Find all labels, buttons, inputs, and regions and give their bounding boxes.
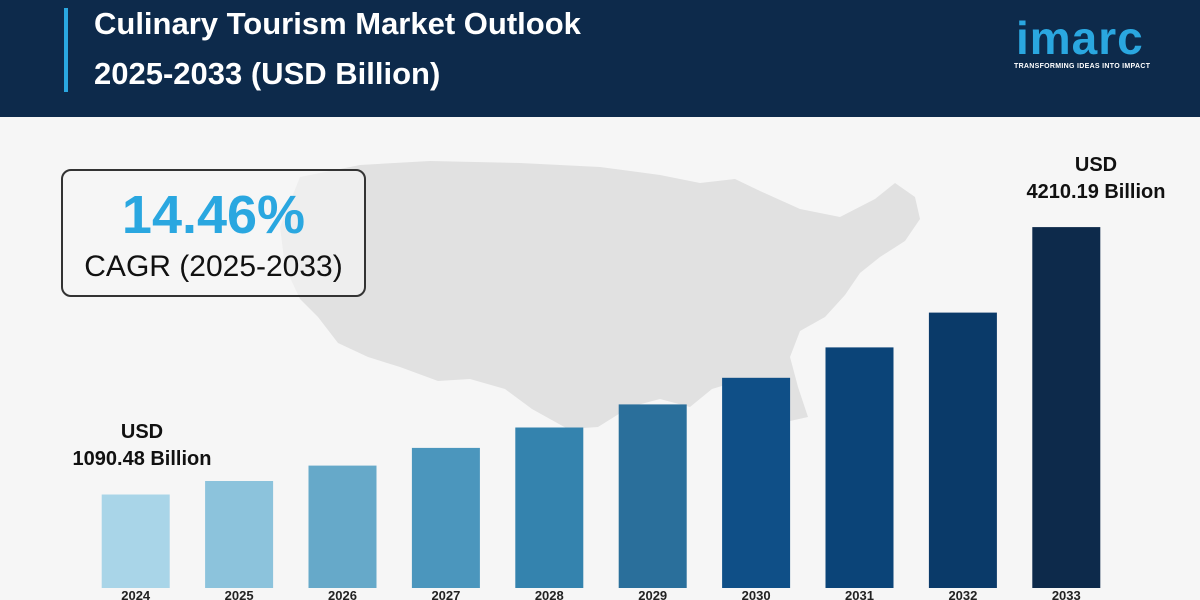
header-accent-bar [64, 8, 68, 92]
x-tick-label-2029: 2029 [638, 588, 667, 600]
header-banner: Culinary Tourism Market Outlook 2025-203… [0, 0, 1200, 117]
usa-map-background [280, 161, 920, 429]
bar-2029 [618, 404, 687, 588]
x-tick-label-2030: 2030 [742, 588, 771, 600]
first-bar-value-label: 1090.48 Billion [72, 448, 212, 470]
x-tick-label-2031: 2031 [845, 588, 874, 600]
imarc-logo: imarc TRANSFORMING IDEAS INTO IMPACT [1012, 4, 1172, 80]
first-bar-currency: USD [120, 421, 164, 443]
bar-2030 [722, 377, 791, 588]
x-tick-label-2027: 2027 [431, 588, 460, 600]
bar-2024 [101, 494, 170, 588]
bar-2026 [308, 465, 377, 588]
x-tick-label-2024: 2024 [121, 588, 151, 600]
x-tick-label-2032: 2032 [948, 588, 977, 600]
x-tick-label-2026: 2026 [328, 588, 357, 600]
cagr-label: CAGR (2025-2033) [84, 250, 343, 283]
logo-tagline: TRANSFORMING IDEAS INTO IMPACT [1014, 63, 1151, 70]
cagr-value: 14.46% [121, 185, 306, 245]
chart-title-line-2: 2025-2033 (USD Billion) [94, 56, 441, 91]
bar-2031 [825, 347, 894, 588]
bar-2028 [515, 427, 584, 588]
x-tick-label-2028: 2028 [535, 588, 564, 600]
cagr-callout-box: 14.46% CAGR (2025-2033) [61, 169, 366, 297]
last-bar-value-label: 4210.19 Billion [1026, 181, 1166, 203]
bar-2032 [928, 312, 997, 588]
logo-wordmark: imarc [1016, 12, 1144, 64]
x-tick-label-2025: 2025 [225, 588, 254, 600]
last-bar-annotation: USD 4210.19 Billion [991, 152, 1200, 206]
first-bar-annotation: USD 1090.48 Billion [56, 419, 228, 473]
x-tick-label-2033: 2033 [1052, 588, 1081, 600]
chart-title-line-1: Culinary Tourism Market Outlook [94, 6, 581, 41]
bar-2025 [205, 481, 274, 588]
bar-2027 [411, 447, 480, 588]
bar-2033 [1032, 227, 1101, 588]
last-bar-currency: USD [1074, 154, 1118, 176]
